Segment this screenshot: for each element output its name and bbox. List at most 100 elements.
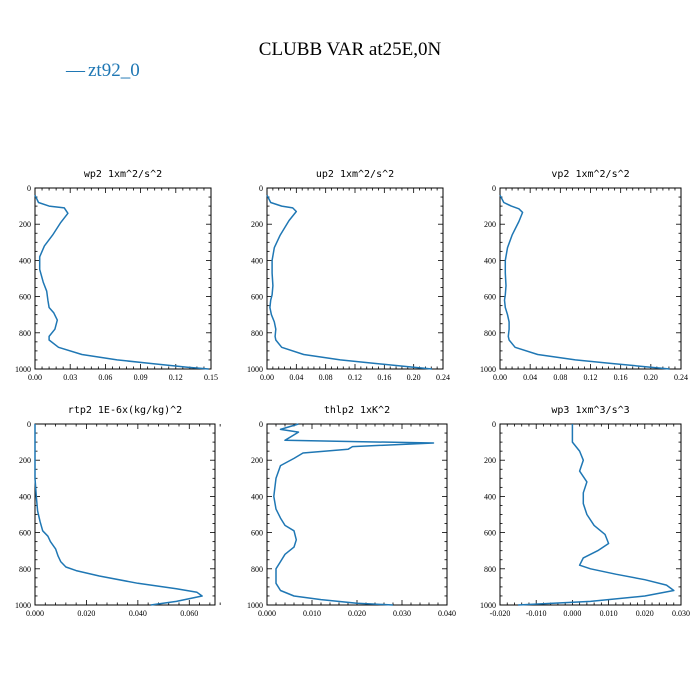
- axis-frame: [266, 423, 448, 606]
- x-tick-label: 0.040: [438, 609, 456, 618]
- y-tick-label: 1000: [247, 365, 263, 374]
- y-tick-label: 0: [492, 420, 496, 429]
- subplot-title: vp2 1xm^2/s^2: [551, 169, 629, 180]
- x-tick-label: 0.030: [393, 609, 411, 618]
- y-tick-label: 600: [484, 529, 496, 538]
- y-tick-label: 0: [27, 420, 31, 429]
- x-tick-label: -0.010: [526, 609, 547, 618]
- legend-line-marker: —: [65, 60, 86, 81]
- y-tick-label: 600: [484, 293, 496, 302]
- y-tick-label: 400: [19, 256, 31, 265]
- y-tick-label: 200: [251, 220, 263, 229]
- x-tick-label: 0.00: [28, 373, 42, 382]
- x-tick-label: 0.08: [553, 373, 567, 382]
- x-tick-label: 0.000: [563, 609, 581, 618]
- x-tick-label: 0.000: [258, 609, 276, 618]
- y-tick-label: 400: [251, 256, 263, 265]
- x-tick-label: 0.16: [614, 373, 628, 382]
- x-tick-label: 0.09: [134, 373, 148, 382]
- axis-frame: [499, 423, 682, 606]
- x-tick-label: 0.12: [348, 373, 362, 382]
- x-tick-label: 0.16: [377, 373, 391, 382]
- series-line: [273, 423, 435, 606]
- y-tick-label: 600: [19, 529, 31, 538]
- series-line: [499, 194, 670, 370]
- legend: — zt92_0: [65, 60, 140, 81]
- x-tick-label: 0.040: [129, 609, 147, 618]
- subplot-title: wp2 1xm^2/s^2: [84, 169, 162, 180]
- y-tick-label: 800: [484, 329, 496, 338]
- x-tick-label: 0.06: [98, 373, 112, 382]
- x-tick-label: 0.060: [180, 609, 198, 618]
- y-tick-label: 200: [484, 456, 496, 465]
- x-tick-label: 0.04: [523, 373, 537, 382]
- y-tick-label: 200: [251, 456, 263, 465]
- x-tick-label: -0.020: [490, 609, 511, 618]
- y-tick-label: 0: [259, 184, 263, 193]
- y-tick-label: 400: [484, 256, 496, 265]
- subplot-title: up2 1xm^2/s^2: [316, 169, 394, 180]
- x-tick-label: 0.000: [26, 609, 44, 618]
- figure-title: CLUBB VAR at25E,0N: [259, 39, 442, 60]
- x-tick-label: 0.010: [600, 609, 618, 618]
- subplot-4: rtp2 1E-6x(kg/kg)^2 0 200 400 600 800 10000.00…: [15, 405, 221, 618]
- y-tick-label: 600: [251, 293, 263, 302]
- y-tick-label: 200: [484, 220, 496, 229]
- y-tick-label: 800: [251, 565, 263, 574]
- x-tick-label: 0.12: [584, 373, 598, 382]
- y-tick-label: 800: [19, 329, 31, 338]
- subplot-6: wp3 1xm^3/s^3 0 200 400 600 800 1000-0.020 -0.0…: [480, 405, 690, 618]
- axis-frame: [499, 187, 682, 370]
- subplot-title: wp3 1xm^3/s^3: [551, 405, 629, 416]
- y-tick-label: 600: [19, 293, 31, 302]
- x-tick-label: 0.20: [644, 373, 658, 382]
- legend-label: zt92_0: [88, 60, 140, 81]
- x-tick-label: 0.04: [289, 373, 303, 382]
- series-line: [266, 194, 433, 370]
- x-tick-label: 0.020: [77, 609, 95, 618]
- x-tick-label: 0.03: [63, 373, 77, 382]
- y-tick-label: 800: [251, 329, 263, 338]
- x-tick-label: 0.24: [436, 373, 450, 382]
- y-tick-label: 0: [492, 184, 496, 193]
- series-line: [34, 194, 209, 370]
- y-tick-label: 1000: [15, 365, 31, 374]
- subplot-title: rtp2 1E-6x(kg/kg)^2: [68, 405, 182, 416]
- series-line: [34, 424, 203, 606]
- x-tick-label: 0.00: [260, 373, 274, 382]
- y-tick-label: 800: [19, 565, 31, 574]
- x-tick-label: 0.20: [407, 373, 421, 382]
- y-tick-label: 400: [19, 492, 31, 501]
- x-tick-label: 0.00: [493, 373, 507, 382]
- series-line: [518, 424, 675, 606]
- y-tick-label: 0: [259, 420, 263, 429]
- y-tick-label: 400: [251, 492, 263, 501]
- y-tick-label: 1000: [247, 601, 263, 610]
- x-tick-label: 0.24: [674, 373, 688, 382]
- y-tick-label: 400: [484, 492, 496, 501]
- y-tick-label: 800: [484, 565, 496, 574]
- y-tick-label: 1000: [480, 601, 496, 610]
- x-tick-label: 0.020: [348, 609, 366, 618]
- x-tick-label: 0.08: [319, 373, 333, 382]
- y-tick-label: 200: [19, 220, 31, 229]
- y-tick-label: 1000: [480, 365, 496, 374]
- x-tick-label: 0.15: [204, 373, 218, 382]
- y-tick-label: 600: [251, 529, 263, 538]
- x-tick-label: 0.020: [636, 609, 654, 618]
- y-tick-label: 200: [19, 456, 31, 465]
- subplot-title: thlp2 1xK^2: [324, 405, 390, 416]
- y-tick-label: 1000: [15, 601, 31, 610]
- axis-frame: [34, 423, 216, 606]
- x-tick-label: 0.12: [169, 373, 183, 382]
- x-tick-label: 0.030: [672, 609, 690, 618]
- x-tick-label: 0.010: [303, 609, 321, 618]
- axis-frame: [34, 187, 212, 370]
- y-tick-label: 0: [27, 184, 31, 193]
